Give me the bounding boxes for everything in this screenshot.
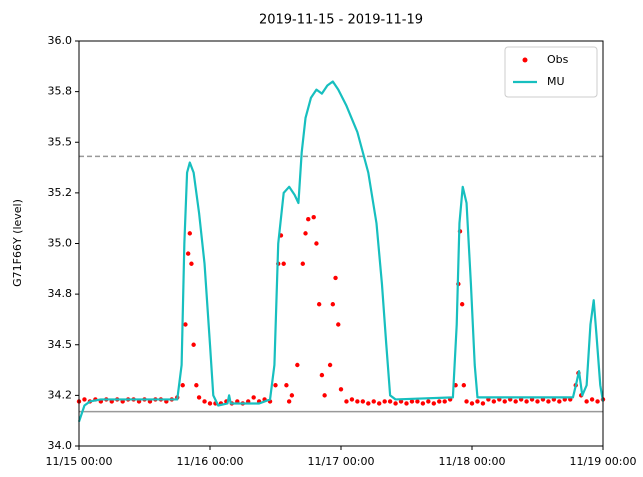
obs-point (404, 401, 409, 406)
obs-point (442, 399, 447, 404)
obs-point (546, 399, 551, 404)
obs-point (584, 399, 589, 404)
obs-point (464, 399, 469, 404)
obs-point (185, 251, 191, 256)
obs-point (314, 241, 319, 246)
legend-label: Obs (547, 53, 569, 66)
obs-point (196, 395, 202, 400)
legend-label: MU (547, 75, 565, 88)
obs-point (319, 372, 325, 378)
obs-point (281, 261, 286, 266)
obs-point (183, 322, 188, 327)
x-tick-label: 11/16 00:00 (177, 455, 244, 468)
obs-point (284, 383, 289, 388)
obs-point (300, 261, 305, 266)
obs-point (180, 383, 185, 388)
obs-point (330, 302, 336, 307)
obs-point (194, 383, 199, 388)
y-tick-label: 34.5 (48, 338, 73, 351)
obs-point (355, 399, 360, 404)
obs-point (513, 399, 518, 404)
obs-point (360, 399, 366, 404)
obs-point (289, 393, 295, 398)
obs-point (475, 399, 480, 404)
obs-point (333, 275, 338, 281)
obs-point (437, 399, 442, 404)
obs-point (202, 399, 207, 404)
obs-point (295, 362, 300, 368)
obs-point (187, 231, 193, 236)
y-tick-label: 34.0 (48, 439, 73, 452)
x-tick-label: 11/17 00:00 (308, 455, 375, 468)
chart-title: 2019-11-15 - 2019-11-19 (259, 13, 423, 28)
obs-point (557, 399, 562, 404)
obs-point (415, 399, 420, 404)
obs-point (469, 401, 475, 406)
y-axis-label: G71F66Y (level) (11, 199, 24, 287)
mu-line (77, 80, 605, 423)
obs-point (349, 397, 355, 402)
obs-point (273, 383, 278, 388)
obs-point (207, 401, 213, 406)
obs-point (344, 399, 349, 404)
obs-point (371, 399, 376, 404)
y-tick-label: 36.0 (48, 34, 73, 47)
obs-point (426, 399, 431, 404)
obs-point (420, 401, 426, 406)
obs-point (366, 401, 371, 406)
y-tick-label: 34.2 (48, 388, 73, 401)
obs-point (387, 399, 393, 404)
obs-point (589, 397, 595, 402)
y-tick-label: 35.2 (48, 186, 73, 199)
obs-point (393, 401, 398, 406)
plot-frame (78, 40, 604, 447)
obs-point (382, 399, 387, 404)
legend-marker (522, 57, 528, 63)
obs-point (459, 302, 465, 307)
x-tick-label: 11/18 00:00 (439, 455, 506, 468)
obs-point (502, 399, 507, 404)
obs-point (461, 383, 467, 388)
x-tick-label: 11/19 00:00 (570, 455, 637, 468)
obs-point (480, 401, 486, 406)
obs-point (491, 399, 497, 404)
x-tick-label: 11/15 00:00 (46, 455, 113, 468)
y-tick-label: 35.0 (48, 237, 73, 250)
obs-point (524, 399, 529, 404)
obs-point (306, 217, 311, 222)
obs-point (327, 362, 333, 368)
obs-point (316, 302, 322, 307)
legend-box (504, 46, 598, 98)
obs-point (303, 231, 308, 236)
obs-point (377, 401, 382, 406)
obs-point (338, 387, 344, 392)
obs-point (82, 397, 87, 402)
obs-point (311, 214, 316, 220)
obs-point (191, 342, 196, 347)
y-tick-label: 35.8 (48, 85, 73, 98)
obs-point (251, 395, 256, 400)
y-tick-label: 35.5 (48, 135, 73, 148)
y-tick-label: 34.8 (48, 287, 73, 300)
obs-point (189, 261, 194, 266)
obs-point (409, 399, 415, 404)
obs-point (431, 401, 436, 406)
obs-point (336, 322, 341, 327)
obs-point (535, 399, 540, 404)
obs-point (322, 393, 327, 398)
obs-point (286, 399, 292, 404)
obs-point (595, 399, 600, 404)
